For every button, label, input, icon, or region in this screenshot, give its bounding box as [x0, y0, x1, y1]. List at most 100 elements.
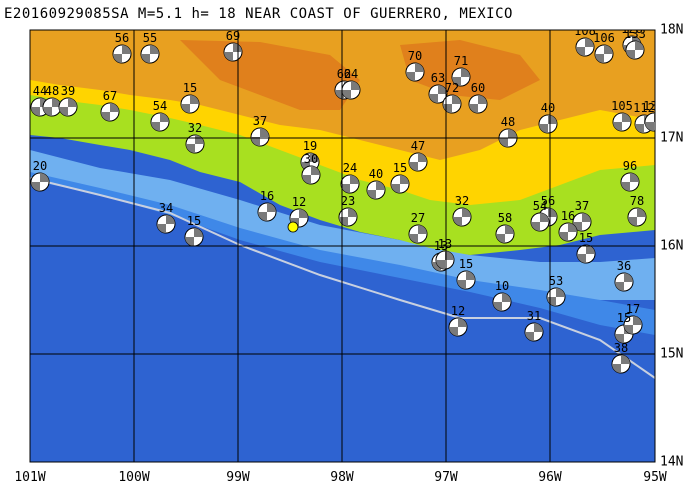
depth-label: 53	[549, 274, 563, 288]
beachball	[250, 127, 270, 147]
depth-label: 32	[455, 194, 469, 208]
beachball	[612, 112, 632, 132]
beachball	[42, 97, 62, 117]
depth-label: 19	[303, 139, 317, 153]
depth-label: 56	[115, 31, 129, 45]
depth-label: 23	[341, 194, 355, 208]
map-title: E20160929085SA M=5.1 h= 18 NEAR COAST OF…	[4, 6, 513, 22]
depth-label: 12	[451, 304, 465, 318]
depth-label: 58	[498, 211, 512, 225]
depth-label: 135	[643, 99, 665, 113]
depth-label: 27	[411, 211, 425, 225]
beachball	[611, 354, 631, 374]
beachball	[575, 37, 595, 57]
beachball	[572, 212, 592, 232]
focal-mechanisms	[30, 35, 655, 374]
depth-label: 38	[614, 341, 628, 355]
depth-label: 15	[183, 81, 197, 95]
lon-label: 97W	[434, 470, 458, 485]
beachball	[184, 227, 204, 247]
depth-label: 30	[304, 152, 318, 166]
beachball	[442, 94, 462, 114]
depth-label: 71	[454, 54, 468, 68]
depth-label: 39	[61, 84, 75, 98]
depth-label: 10	[495, 279, 509, 293]
beachball	[435, 250, 455, 270]
depth-label: 72	[445, 81, 459, 95]
depth-label: 48	[45, 84, 59, 98]
lat-label: 14N	[660, 454, 684, 470]
depth-label: 78	[630, 194, 644, 208]
beachball	[495, 224, 515, 244]
depth-label: 44	[33, 84, 47, 98]
depth-label: 105	[611, 99, 633, 113]
beachball	[546, 287, 566, 307]
beachball	[408, 224, 428, 244]
beachball	[405, 62, 425, 82]
depth-label: 64	[344, 67, 358, 81]
beachball	[30, 172, 50, 192]
depth-label: 133	[624, 27, 646, 41]
beachball	[468, 94, 488, 114]
lon-label: 101W	[14, 470, 46, 485]
depth-label: 13	[438, 237, 452, 251]
depth-label: 40	[369, 167, 383, 181]
lat-label: 18N	[660, 22, 684, 38]
depth-label: 37	[253, 114, 267, 128]
depth-label: 12	[292, 195, 306, 209]
beachball	[428, 84, 448, 104]
depth-label: 60	[471, 81, 485, 95]
depth-label: 47	[411, 139, 425, 153]
beachball	[492, 292, 512, 312]
beachball	[390, 174, 410, 194]
beachball	[100, 102, 120, 122]
beachball	[301, 165, 321, 185]
beachball	[257, 202, 277, 222]
beachball	[223, 42, 243, 62]
depth-label: 96	[623, 159, 637, 173]
depth-label: 108	[574, 24, 596, 38]
depth-label: 16	[260, 189, 274, 203]
depth-label: 34	[159, 201, 173, 215]
beachball	[58, 97, 78, 117]
lon-label: 98W	[330, 470, 354, 485]
beachball	[408, 152, 428, 172]
depth-label: 15	[579, 231, 593, 245]
lat-lon-grid	[29, 29, 656, 463]
depth-label: 128	[621, 22, 643, 36]
depth-label: 31	[527, 309, 541, 323]
beachball	[112, 44, 132, 64]
depth-label: 15	[617, 311, 631, 325]
lat-label: 17N	[660, 130, 684, 146]
beachball	[623, 315, 643, 335]
depth-label: 15	[393, 161, 407, 175]
depth-label: 17	[626, 302, 640, 316]
beachball	[140, 44, 160, 64]
lon-label: 96W	[538, 470, 562, 485]
beachball	[620, 172, 640, 192]
beachball	[180, 94, 200, 114]
beachball	[614, 272, 634, 292]
beachball	[625, 40, 645, 60]
ocean-shallow	[30, 150, 655, 300]
depth-label: 112	[633, 101, 655, 115]
beachball	[451, 67, 471, 87]
lat-label: 16N	[660, 238, 684, 254]
depth-label: 20	[33, 159, 47, 173]
beachball	[530, 212, 550, 232]
depth-label: 67	[103, 89, 117, 103]
peaks	[180, 40, 540, 110]
beachball	[456, 270, 476, 290]
depth-label: 55	[143, 31, 157, 45]
beachball	[627, 207, 647, 227]
beachball	[524, 322, 544, 342]
depth-label: 36	[617, 259, 631, 273]
lon-label: 100W	[118, 470, 150, 485]
beachball	[558, 222, 578, 242]
beachball	[150, 112, 170, 132]
depth-label: 54	[153, 99, 167, 113]
depth-label: 106	[593, 31, 615, 45]
